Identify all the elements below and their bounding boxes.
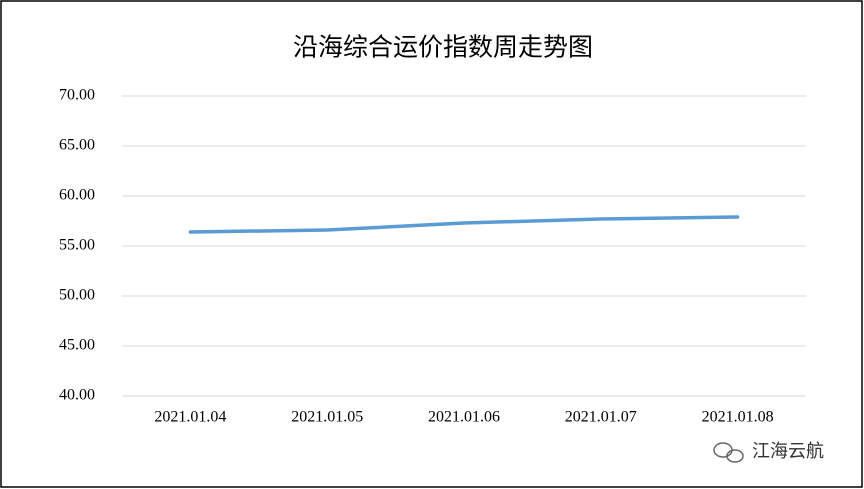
y-tick-label: 60.00	[59, 187, 95, 204]
y-tick-label: 65.00	[59, 137, 95, 154]
x-tick-label: 2021.01.07	[565, 409, 637, 426]
watermark-icon	[713, 442, 744, 463]
x-tick-label: 2021.01.06	[428, 409, 500, 426]
y-tick-label: 55.00	[59, 237, 95, 254]
x-tick-label: 2021.01.08	[702, 409, 774, 426]
y-tick-label: 45.00	[59, 337, 95, 354]
y-tick-label: 50.00	[59, 287, 95, 304]
chart-title: 沿海综合运价指数周走势图	[293, 34, 593, 62]
line	[188, 215, 740, 234]
x-tick-label: 2021.01.05	[291, 409, 363, 426]
watermark: 江海云航	[752, 441, 824, 462]
y-tick-label: 70.00	[59, 87, 95, 104]
y-tick-label: 40.00	[59, 387, 95, 404]
x-tick-label: 2021.01.04	[154, 409, 226, 426]
